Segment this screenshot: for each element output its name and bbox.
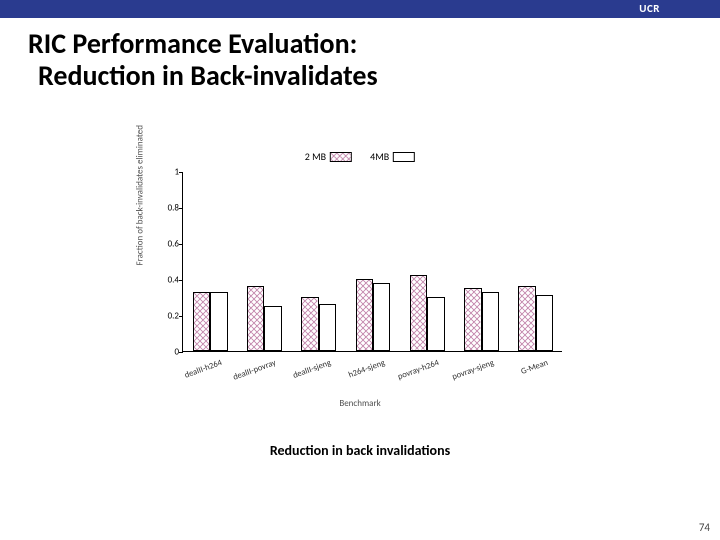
legend-item-4mb: 4MB — [370, 150, 415, 163]
bar-4MB — [319, 304, 336, 351]
xtick-label: dealII-sjeng — [272, 358, 332, 388]
ytick-label: 0.8 — [153, 203, 179, 214]
title-line-2: Reduction in Back-invalidates — [28, 60, 700, 92]
bar-2 MB — [193, 292, 210, 351]
legend-swatch-4mb — [393, 152, 415, 162]
bar-2 MB — [518, 286, 535, 351]
x-axis-label: Benchmark — [130, 398, 590, 409]
plot-area: 00.20.40.60.81dealII-h264dealII-povrayde… — [182, 172, 562, 352]
bar-4MB — [264, 306, 281, 351]
title-line-1: RIC Performance Evaluation: — [28, 28, 700, 60]
bar-2 MB — [356, 279, 373, 351]
ytick-label: 0 — [153, 347, 179, 358]
bar-4MB — [210, 292, 227, 351]
ucr-badge: UCR — [639, 2, 660, 15]
bar-4MB — [373, 283, 390, 351]
bar-4MB — [482, 292, 499, 351]
bar-4MB — [536, 295, 553, 351]
ytick-label: 0.2 — [153, 311, 179, 322]
chart-caption: Reduction in back invalidations — [0, 442, 720, 459]
ytick-label: 0.4 — [153, 275, 179, 286]
page-number: 74 — [699, 521, 710, 534]
bar-2 MB — [464, 288, 481, 351]
xtick-label: dealII-h264 — [164, 358, 224, 388]
bar-2 MB — [301, 297, 318, 351]
xtick-label: povray-h264 — [381, 358, 441, 388]
header-bar: UCR — [0, 0, 720, 18]
xtick-label: G-Mean — [489, 358, 549, 388]
chart-legend: 2 MB 4MB — [305, 150, 415, 163]
xtick-label: povray-sjeng — [435, 358, 495, 388]
legend-label-2mb: 2 MB — [305, 150, 326, 163]
legend-item-2mb: 2 MB — [305, 150, 352, 163]
bar-2 MB — [247, 286, 264, 351]
ytick-label: 0.6 — [153, 239, 179, 250]
bar-chart: 2 MB 4MB Fraction of back-invalidates el… — [130, 150, 590, 440]
bar-4MB — [427, 297, 444, 351]
slide-title: RIC Performance Evaluation: Reduction in… — [0, 18, 720, 92]
legend-label-4mb: 4MB — [370, 150, 389, 163]
bar-2 MB — [410, 275, 427, 351]
legend-swatch-2mb — [330, 152, 352, 162]
ytick-label: 1 — [153, 167, 179, 178]
xtick-label: dealII-povray — [218, 358, 278, 388]
y-axis-label: Fraction of back-invalidates eliminated — [135, 125, 146, 265]
xtick-label: h264-sjeng — [327, 358, 387, 388]
